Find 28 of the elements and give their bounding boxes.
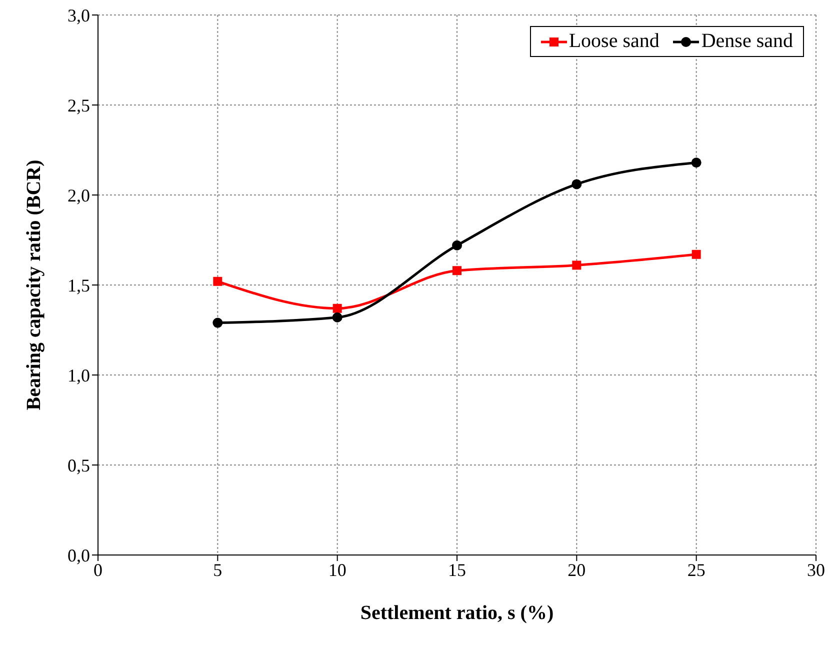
point <box>332 304 342 313</box>
y-axis-title: Bearing capacity ratio (BCR) <box>23 160 46 410</box>
x-tick-label: 30 <box>807 560 825 580</box>
legend-label: Dense sand <box>700 30 793 53</box>
point <box>692 250 701 259</box>
y-tick-label: 2,0 <box>68 185 90 206</box>
x-tick-label: 10 <box>328 560 346 580</box>
point <box>572 260 582 270</box>
point <box>452 266 462 276</box>
x-tick-label: 25 <box>687 560 706 580</box>
point <box>212 318 223 328</box>
point <box>213 276 222 286</box>
x-tick-label: 5 <box>213 560 222 580</box>
y-tick-label: 0,5 <box>68 455 90 476</box>
point <box>572 179 582 190</box>
x-tick-label: 15 <box>448 560 466 580</box>
y-tick-label: 3,0 <box>68 5 90 26</box>
point <box>691 158 702 168</box>
y-tick-label: 1,0 <box>68 365 90 386</box>
y-tick-label: 1,5 <box>68 275 90 296</box>
x-axis-title: Settlement ratio, s (%) <box>360 602 554 624</box>
y-tick-label: 0,0 <box>68 545 90 566</box>
point <box>332 312 342 322</box>
legend-label: Loose sand <box>568 30 660 53</box>
point <box>452 240 462 250</box>
y-tick-label: 2,5 <box>68 95 90 116</box>
x-tick-label: 20 <box>568 560 586 580</box>
x-tick-label: 0 <box>94 560 102 580</box>
